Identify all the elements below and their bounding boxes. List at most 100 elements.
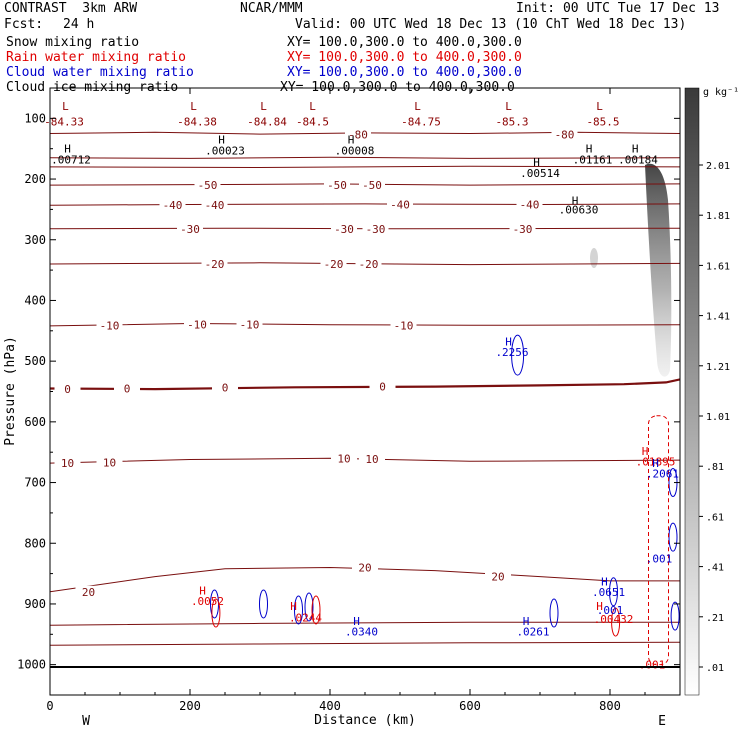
y-tick-label: 600 bbox=[24, 415, 46, 429]
extremum-label: L bbox=[414, 100, 421, 113]
isotherm-label: 10 bbox=[61, 457, 74, 470]
colorbar-tick-label: 1.81 bbox=[706, 211, 730, 222]
cloud-cell-contour bbox=[611, 607, 621, 637]
isotherm-label-bg bbox=[355, 258, 382, 270]
isotherm-label: -30 bbox=[180, 223, 200, 236]
isotherm-label-bg bbox=[159, 199, 186, 211]
isotherm-label: 0 bbox=[379, 381, 386, 394]
colorbar-tick-label: 1.41 bbox=[706, 312, 730, 323]
isotherm-label-bg bbox=[320, 258, 347, 270]
isotherm-label: -30 bbox=[366, 223, 386, 236]
isotherm-label-bg bbox=[324, 179, 350, 191]
isotherm-unlabeled bbox=[50, 641, 680, 646]
y-axis-label: Pressure (hPa) bbox=[3, 336, 18, 446]
isotherm-label-bg bbox=[345, 128, 371, 140]
org-label: NCAR/MMM bbox=[240, 1, 303, 16]
extremum-label: H bbox=[348, 134, 355, 147]
isotherm-label-bg bbox=[96, 456, 123, 468]
isotherm-label-bg bbox=[54, 457, 81, 469]
isotherm-label-bg bbox=[201, 199, 228, 211]
isotherm-10 bbox=[50, 457, 680, 464]
extremum-label: L bbox=[309, 100, 316, 113]
isotherm-label: -10 bbox=[187, 319, 207, 332]
extremum-label: .00432 bbox=[594, 613, 634, 626]
extremum-label: H bbox=[596, 600, 603, 613]
extremum-label: L bbox=[260, 100, 267, 113]
extremum-label: -84.84 bbox=[247, 115, 287, 128]
isotherm-label-bg bbox=[114, 382, 140, 394]
run-title: CONTRAST 3km ARW bbox=[4, 1, 138, 16]
isotherm-label: -20 bbox=[324, 258, 344, 271]
isotherm-label-bg bbox=[201, 258, 228, 270]
extremum-label: .01895 bbox=[636, 455, 676, 468]
isotherm-20 bbox=[50, 566, 680, 593]
extremum-label: H bbox=[353, 615, 360, 628]
isotherm-label: -40 bbox=[163, 199, 183, 212]
extremum-label: .001 bbox=[639, 659, 666, 672]
isotherm-label: 0 bbox=[222, 381, 229, 394]
extremum-label: H bbox=[572, 194, 579, 207]
extremum-label: H bbox=[505, 336, 512, 349]
isotherm-label: 10 bbox=[103, 457, 116, 470]
colorbar bbox=[684, 87, 700, 696]
isotherm-label: -80 bbox=[348, 129, 368, 142]
y-tick-label: 500 bbox=[24, 354, 46, 368]
cloud-cell-contour bbox=[609, 577, 618, 607]
isotherm-label: 0 bbox=[124, 382, 131, 395]
isotherm-label: -30 bbox=[334, 223, 354, 236]
isotherm-label: -30 bbox=[513, 223, 533, 236]
cloud-water-contour bbox=[511, 334, 525, 376]
isotherm-label-bg bbox=[387, 198, 413, 210]
y-tick-label: 100 bbox=[24, 111, 46, 125]
extremum-label: .00712 bbox=[51, 154, 91, 167]
east-endpoint-label: E bbox=[658, 714, 666, 729]
isotherm-label: 20 bbox=[358, 562, 371, 575]
isotherm-label-bg bbox=[54, 383, 81, 395]
isotherm-label: -10 bbox=[100, 319, 120, 332]
isotherm-label: 0 bbox=[64, 383, 71, 396]
isotherm-label: 10 bbox=[365, 453, 378, 466]
isotherm-label-bg bbox=[352, 561, 378, 573]
cloud-cell-contour bbox=[304, 592, 314, 622]
colorbar-tick-label: .81 bbox=[706, 462, 724, 473]
colorbar-tick-label: 2.01 bbox=[706, 161, 730, 172]
extremum-label: H bbox=[64, 143, 71, 156]
colorbar-tick-label: .21 bbox=[706, 613, 724, 624]
extremum-label: .00514 bbox=[520, 167, 560, 180]
extremum-label: .2256 bbox=[495, 346, 528, 359]
isotherm-0 bbox=[50, 378, 680, 391]
isotherm-label-bg bbox=[177, 222, 203, 234]
isotherm-label: -40 bbox=[205, 199, 225, 212]
isotherm-label: -20 bbox=[205, 258, 225, 271]
extremum-label: L bbox=[596, 100, 603, 113]
extremum-label: H bbox=[218, 134, 225, 147]
extremum-label: -84.38 bbox=[177, 115, 217, 128]
extremum-label: -84.75 bbox=[401, 115, 441, 128]
cloud-cell-contour bbox=[294, 595, 303, 625]
cloud-cell-contour bbox=[211, 598, 221, 628]
isotherm-label: 10 bbox=[337, 452, 350, 465]
cloud-cell-contour bbox=[311, 595, 321, 625]
colorbar-tick-label: 1.01 bbox=[706, 412, 730, 423]
extremum-label: .01161 bbox=[573, 154, 613, 167]
cloud-water-field-label: Cloud water mixing ratio bbox=[6, 65, 194, 80]
valid-time: Valid: 00 UTC Wed 18 Dec 13 (10 ChT Wed … bbox=[295, 17, 687, 32]
extremum-label: .0052 bbox=[191, 595, 224, 608]
isotherm-label-bg bbox=[75, 585, 102, 597]
colorbar-tick-label: 1.21 bbox=[706, 362, 730, 373]
snow-plume bbox=[645, 163, 672, 377]
colorbar-tick-label: .41 bbox=[706, 563, 724, 574]
isotherm-label-bg bbox=[331, 452, 357, 464]
isotherm-label-bg bbox=[359, 452, 385, 464]
extremum-label: .0244 bbox=[289, 611, 322, 624]
y-tick-label: 1000 bbox=[17, 658, 46, 672]
isotherm-label: -50 bbox=[362, 179, 382, 192]
isotherm-label: -20 bbox=[359, 258, 379, 271]
isotherm-label-bg bbox=[509, 222, 536, 234]
isotherm-label-bg bbox=[516, 198, 543, 210]
west-endpoint-label: W bbox=[82, 714, 90, 729]
isotherm-label-bg bbox=[212, 381, 238, 393]
isotherm-label-bg bbox=[551, 128, 578, 140]
isotherm-unlabeled bbox=[50, 621, 680, 626]
